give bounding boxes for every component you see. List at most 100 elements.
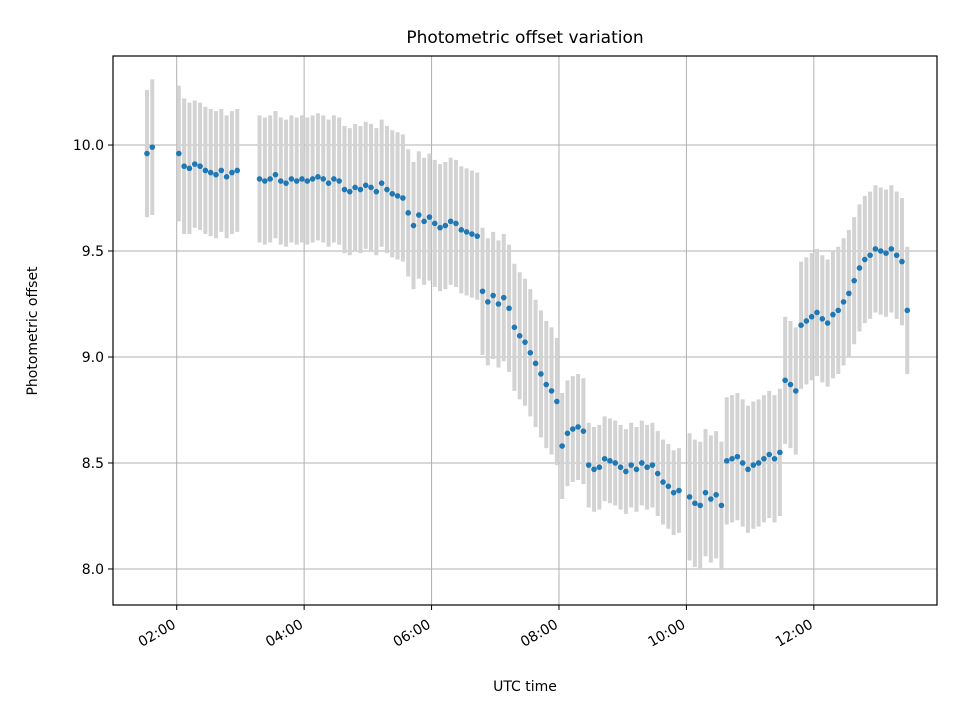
data-point [506, 305, 512, 312]
data-point [293, 178, 300, 184]
data-point [516, 332, 523, 339]
data-point [532, 360, 539, 367]
data-point [617, 464, 624, 471]
data-point [197, 163, 203, 170]
data-point [819, 316, 826, 322]
data-point [596, 464, 603, 471]
data-point [867, 252, 873, 259]
data-point [325, 180, 332, 186]
data-point [755, 460, 762, 466]
data-point [474, 233, 481, 239]
data-point [543, 381, 550, 388]
data-point [485, 299, 491, 305]
data-point [639, 460, 645, 466]
data-point [623, 468, 629, 475]
data-point [384, 186, 390, 193]
data-point [564, 430, 571, 437]
data-point [186, 165, 193, 172]
data-point [431, 220, 438, 227]
data-point [872, 246, 879, 252]
data-point [649, 462, 656, 468]
data-point [830, 311, 836, 318]
data-point [352, 184, 358, 191]
data-point [256, 176, 263, 182]
data-point [787, 381, 794, 388]
data-point [899, 258, 905, 265]
data-point [734, 453, 741, 460]
data-point [798, 322, 804, 329]
data-point [357, 186, 364, 193]
data-point [851, 277, 857, 284]
data-point [304, 178, 311, 184]
data-point [883, 250, 889, 256]
data-point [410, 222, 417, 229]
y-tick-label: 9.5 [82, 244, 104, 260]
data-point [777, 449, 783, 456]
data-point [421, 218, 427, 225]
data-point [628, 462, 634, 468]
y-axis: 8.0 8.5 9.0 9.5 10.0 [73, 138, 113, 578]
data-point [378, 180, 385, 186]
data-point [405, 210, 411, 216]
data-points [144, 144, 911, 509]
data-point [888, 246, 895, 252]
data-point [612, 460, 619, 466]
data-point [331, 176, 337, 182]
data-point [315, 174, 321, 180]
data-point [336, 178, 342, 184]
data-point [394, 193, 401, 199]
data-point [729, 455, 735, 462]
data-point [500, 294, 507, 301]
data-point [904, 307, 911, 314]
data-point [575, 424, 581, 430]
data-point [697, 502, 704, 509]
data-point [718, 502, 725, 509]
data-point [368, 184, 374, 191]
data-point [426, 214, 433, 220]
data-point [814, 309, 820, 316]
data-point [792, 388, 799, 394]
data-point [761, 455, 767, 462]
data-point [400, 195, 406, 201]
data-point [708, 496, 714, 502]
data-point [692, 500, 698, 507]
data-point [288, 176, 295, 182]
data-point [607, 458, 613, 464]
data-point [803, 318, 810, 324]
data-point [585, 462, 592, 468]
data-point [299, 176, 305, 182]
data-point [341, 186, 348, 193]
data-point [202, 167, 209, 174]
data-point [569, 426, 576, 432]
y-axis-label: Photometric offset [25, 266, 41, 396]
data-point [782, 377, 788, 384]
data-point [771, 455, 778, 462]
data-point [272, 171, 279, 178]
data-point [739, 460, 746, 466]
data-point [824, 320, 831, 326]
data-point [181, 163, 187, 170]
data-point [453, 220, 459, 227]
y-tick-label: 9.0 [82, 350, 104, 366]
data-point [309, 176, 316, 182]
data-point [495, 301, 502, 307]
data-point [373, 188, 380, 195]
data-point [686, 494, 693, 500]
data-point [522, 339, 528, 345]
data-point [893, 252, 900, 259]
data-point [458, 227, 465, 233]
data-point [745, 466, 751, 473]
data-point [665, 483, 672, 490]
data-point [527, 349, 534, 356]
data-point [511, 324, 518, 331]
data-point [479, 288, 486, 295]
data-point [277, 178, 284, 184]
data-point [447, 218, 454, 225]
data-point [808, 313, 815, 320]
data-point [548, 388, 555, 394]
plot-frame [112, 55, 938, 606]
x-axis-label: UTC time [493, 679, 557, 695]
data-point [861, 256, 868, 263]
data-point [144, 150, 150, 157]
